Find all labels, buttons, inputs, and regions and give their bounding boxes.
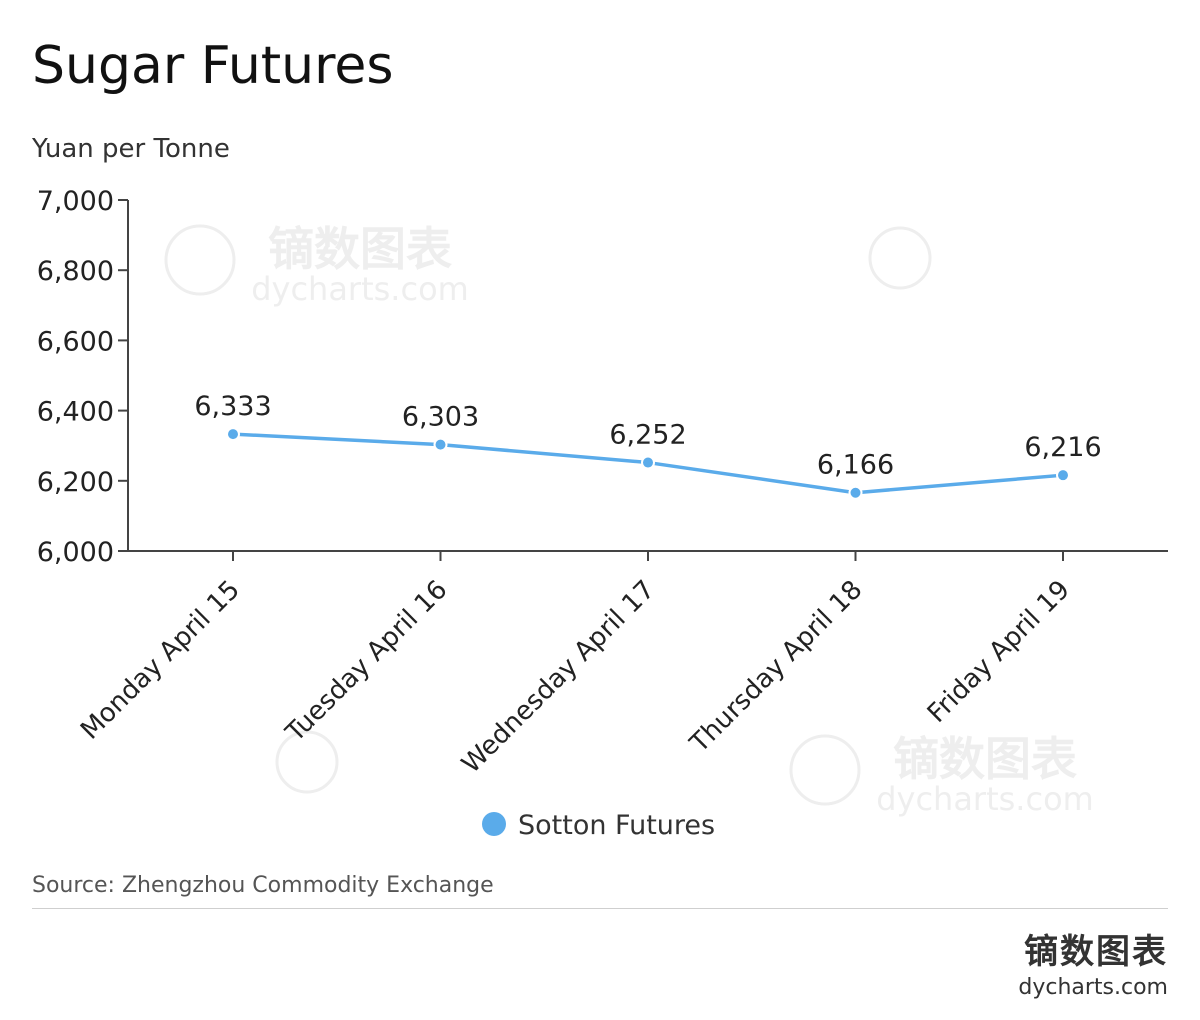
data-label: 6,333: [194, 391, 271, 422]
brand-logo: 镝数图表 dycharts.com: [1018, 924, 1168, 1000]
watermark-text-en: dycharts.com: [251, 270, 469, 308]
source-note: Source: Zhengzhou Commodity Exchange: [32, 873, 494, 898]
data-label: 6,166: [817, 450, 894, 481]
data-label: 6,252: [609, 420, 686, 451]
brand-name-en: dycharts.com: [1018, 975, 1168, 1000]
data-point: [848, 485, 863, 500]
watermark-copyright-icon: [275, 730, 339, 794]
y-tick-label: 6,400: [37, 397, 114, 428]
watermark-text-cn: 镝数图表: [268, 222, 452, 276]
footer-divider: [32, 908, 1168, 909]
legend-marker: [482, 812, 506, 836]
x-tick-label: Friday April 19: [922, 575, 1076, 729]
data-point: [226, 427, 240, 442]
data-point: [433, 437, 448, 452]
y-tick-label: 6,000: [37, 537, 114, 568]
data-label: 6,216: [1024, 432, 1101, 463]
brand-name-cn: 镝数图表: [1024, 932, 1168, 972]
data-point: [1056, 468, 1070, 483]
watermark-text-en: dycharts.com: [876, 780, 1094, 818]
watermark-mark-icon: [789, 734, 861, 806]
watermark-text-cn: 镝数图表: [893, 732, 1077, 786]
legend-label: Sotton Futures: [518, 810, 715, 841]
watermark-mark-icon: [164, 224, 236, 296]
y-tick-label: 6,800: [37, 256, 114, 287]
x-tick-label: Tuesday April 16: [280, 575, 454, 749]
chart-title: Sugar Futures: [32, 36, 394, 96]
watermark-copyright-icon: [868, 226, 932, 290]
x-tick-label: Wednesday April 17: [456, 575, 661, 780]
line-chart: 镝数图表dycharts.com镝数图表dycharts.com6,0006,2…: [37, 186, 1168, 841]
data-point: [641, 455, 655, 470]
y-axis-unit-label: Yuan per Tonne: [32, 134, 230, 164]
y-tick-label: 7,000: [37, 186, 114, 217]
y-tick-label: 6,200: [37, 467, 114, 498]
data-label: 6,303: [402, 402, 479, 433]
x-tick-label: Thursday April 18: [684, 575, 869, 760]
x-tick-label: Monday April 15: [75, 575, 246, 746]
y-tick-label: 6,600: [37, 326, 114, 357]
